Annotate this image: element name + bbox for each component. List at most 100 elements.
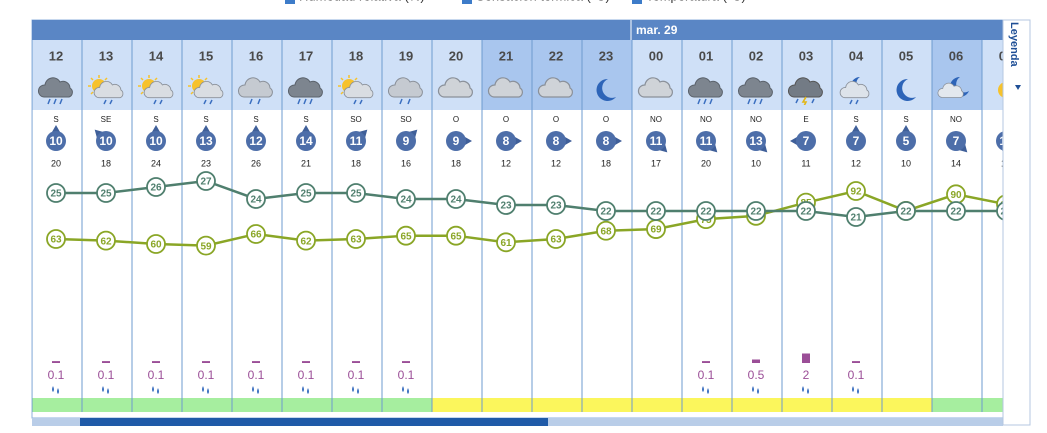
wind-speed: 9 — [453, 134, 460, 148]
precip-label: 0.1 — [248, 368, 265, 382]
precip-label: 0.1 — [148, 368, 165, 382]
wind-speed-badge — [846, 131, 866, 151]
legend: Humedad relativa (%) Sensación térmica (°… — [285, 0, 746, 4]
wind-arrow — [202, 125, 210, 132]
wind-speed: 7 — [953, 134, 960, 148]
temperature-label: 24 — [450, 195, 462, 206]
legend-tab-label[interactable]: Leyenda — [1008, 22, 1020, 68]
wind-direction: S — [903, 115, 908, 124]
temperature-label: 22 — [1000, 207, 1012, 218]
wind-gust: 20 — [701, 158, 711, 168]
humidity-point — [196, 235, 216, 256]
wind-speed-badge — [346, 131, 366, 151]
hour-header — [32, 40, 82, 110]
precip-label: 0.1 — [198, 368, 215, 382]
precip-label: 0.5 — [748, 368, 765, 382]
hour-label: 07 — [999, 48, 1013, 63]
hour-header — [982, 40, 1003, 110]
hour-header — [332, 40, 382, 110]
daylight-strip — [832, 398, 882, 412]
precip-bar — [752, 359, 760, 363]
wind-gust: 14 — [951, 158, 961, 168]
temperature-label: 27 — [200, 177, 212, 188]
humidity-point — [596, 220, 616, 241]
wind-speed: 13 — [749, 134, 763, 148]
temperature-point — [696, 201, 716, 221]
wind-arrow — [790, 137, 797, 145]
wind-speed: 10 — [149, 134, 163, 148]
wind-arrow — [959, 144, 968, 153]
hour-label: 22 — [549, 48, 563, 63]
legend-swatch — [632, 0, 642, 4]
wind-direction: O — [503, 115, 509, 124]
wind-gust: 18 — [351, 158, 361, 168]
wind-arrow — [252, 125, 260, 132]
wind-arrow — [852, 125, 860, 132]
humidity-label: 92 — [850, 187, 862, 198]
daylight-strip — [82, 398, 132, 412]
day-label: mar. 29 — [636, 23, 678, 37]
wind-speed-badge — [946, 131, 966, 151]
temperature-label: 22 — [900, 207, 912, 218]
precip-label: 0.1 — [848, 368, 865, 382]
hour-label: 12 — [49, 48, 63, 63]
hour-label: 00 — [649, 48, 663, 63]
wind-arrow — [94, 129, 103, 138]
daylight-strip — [732, 398, 782, 412]
hour-header — [832, 40, 882, 110]
legend-tab[interactable] — [1002, 19, 1031, 426]
wind-gust: 21 — [301, 158, 311, 168]
wind-arrow — [465, 137, 472, 145]
precip-bar — [402, 361, 410, 363]
wind-gust: 10 — [901, 158, 911, 168]
legend-label: Sensación térmica (°C) — [476, 0, 610, 3]
legend-tab-arrow[interactable] — [1015, 85, 1021, 90]
temperature-point — [546, 195, 566, 215]
wind-arrow — [152, 125, 160, 132]
temperature-point — [896, 201, 916, 221]
wind-gust: 11 — [801, 158, 810, 168]
humidity-point — [546, 229, 566, 249]
hour-header — [482, 40, 532, 110]
wind-speed: 7 — [853, 134, 860, 148]
wind-speed: 10 — [49, 134, 63, 148]
wind-speed: 11 — [350, 134, 363, 148]
hour-header — [632, 40, 682, 110]
wind-speed-badge — [146, 131, 166, 151]
humidity-point — [246, 224, 266, 244]
daylight-strip — [632, 398, 682, 412]
hour-header — [282, 40, 332, 110]
hour-header — [732, 40, 782, 110]
precip-label: 0.1 — [398, 368, 415, 382]
hour-label: 04 — [849, 48, 864, 63]
wind-speed: 11 — [700, 134, 713, 148]
hour-header — [132, 40, 182, 110]
hour-label: 03 — [799, 48, 813, 63]
wind-gust: 10 — [751, 158, 761, 168]
precip-label: 2 — [803, 368, 810, 382]
temperature-label: 24 — [400, 195, 412, 206]
daylight-strip — [882, 398, 932, 412]
hour-label: 06 — [949, 48, 963, 63]
humidity-label: 63 — [550, 235, 562, 246]
wind-gust: 16 — [1001, 158, 1011, 168]
hour-label: 20 — [449, 48, 463, 63]
wind-gust: 17 — [651, 158, 661, 168]
precip-bar — [702, 361, 710, 363]
wind-speed-badge — [296, 131, 316, 151]
wind-speed-badge — [996, 131, 1003, 151]
humidity-label: 62 — [300, 236, 312, 247]
wind-direction: O — [553, 115, 559, 124]
wind-speed-badge — [796, 131, 816, 151]
wind-speed-badge — [246, 131, 266, 151]
scroll-thumb[interactable] — [80, 418, 548, 426]
wind-speed: 10 — [999, 134, 1013, 148]
precip-bar — [152, 361, 160, 363]
wind-direction: S — [153, 115, 158, 124]
humidity-label: 62 — [100, 236, 112, 247]
wind-speed-badge — [46, 131, 66, 151]
temperature-label: 22 — [950, 207, 962, 218]
hour-label: 14 — [149, 48, 164, 63]
daylight-strip — [582, 398, 632, 412]
